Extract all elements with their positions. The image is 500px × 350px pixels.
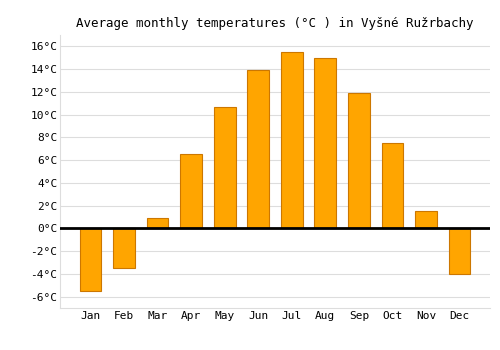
Bar: [348, 93, 370, 229]
Bar: [214, 107, 236, 229]
Bar: [415, 211, 437, 229]
Bar: [180, 154, 202, 229]
Bar: [80, 229, 102, 291]
Bar: [248, 70, 269, 229]
Bar: [314, 58, 336, 229]
Bar: [448, 229, 470, 274]
Title: Average monthly temperatures (°C ) in Vyšné Ružrbachy: Average monthly temperatures (°C ) in Vy…: [76, 17, 474, 30]
Bar: [113, 229, 135, 268]
Bar: [281, 52, 302, 229]
Bar: [146, 218, 169, 229]
Bar: [382, 143, 404, 229]
